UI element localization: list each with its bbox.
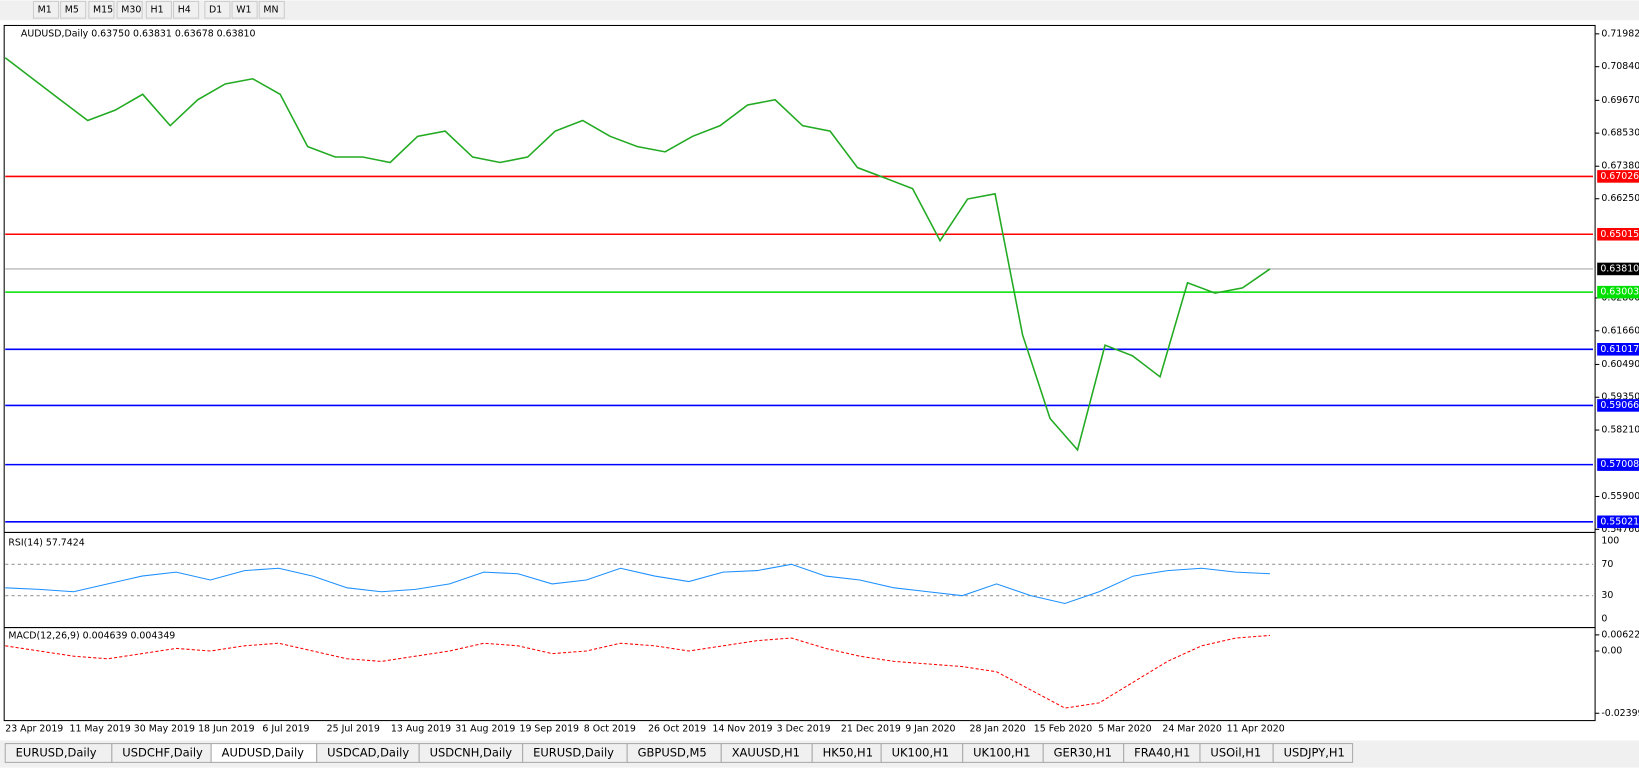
timeframe-label[interactable]: M1: [38, 4, 52, 15]
date-label: 9 Jan 2020: [905, 723, 955, 734]
date-label: 18 Jun 2019: [198, 723, 255, 734]
rsi-tick-label: 30: [1601, 590, 1613, 601]
level-label-box: [1597, 343, 1639, 356]
date-label: 28 Jan 2020: [969, 723, 1025, 734]
timeframe-button[interactable]: [204, 0, 231, 19]
level-label: 0.61017: [1600, 344, 1639, 355]
date-label: 3 Dec 2019: [777, 723, 831, 734]
date-label: 31 Aug 2019: [455, 723, 515, 734]
current-price-box: [1597, 262, 1639, 276]
macd-signal: [5, 634, 1271, 709]
date-label: 8 Oct 2019: [584, 723, 636, 734]
date-label: 5 Mar 2020: [1098, 723, 1152, 734]
chart-header: AUDUSD,Daily 0.63750 0.63831 0.63678 0.6…: [21, 28, 256, 39]
macd-tick-label: -0.02399: [1601, 708, 1639, 719]
y-tick-label: 0.68530: [1601, 128, 1639, 139]
tab-label[interactable]: USDCNH,Daily: [430, 745, 513, 759]
y-tick-label: 0.59350: [1601, 392, 1639, 403]
date-label: 24 Mar 2020: [1162, 723, 1222, 734]
rsi-tick-label: 100: [1601, 535, 1619, 546]
y-tick-label: 0.61660: [1601, 325, 1639, 336]
level-label: 0.67026: [1600, 171, 1639, 182]
tab-label[interactable]: XAUUSD,H1: [732, 745, 800, 759]
tab-label[interactable]: AUDUSD,Daily: [222, 745, 305, 759]
tab[interactable]: [1272, 743, 1354, 763]
y-tick-label: 0.70840: [1601, 61, 1639, 72]
date-label: 21 Dec 2019: [841, 723, 901, 734]
tab-label[interactable]: HK50,H1: [823, 745, 873, 759]
level-label-box: [1597, 515, 1639, 529]
tab-label[interactable]: UK100,H1: [973, 745, 1030, 759]
y-tick-label: 0.60490: [1601, 359, 1639, 370]
price-line: [4, 57, 1271, 452]
date-label: 13 Aug 2019: [391, 723, 451, 734]
y-tick-label: 0.67380: [1601, 161, 1639, 172]
tab-label[interactable]: USDCHF,Daily: [122, 745, 203, 759]
chart-frame: [3, 24, 1596, 722]
timeframe-button[interactable]: [231, 0, 258, 19]
toolbar: [0, 0, 1639, 21]
tab-label[interactable]: EURUSD,Daily: [16, 745, 97, 759]
rsi-line: [5, 563, 1271, 605]
date-label: 25 Jul 2019: [327, 723, 380, 734]
level-label: 0.57008: [1600, 459, 1639, 470]
level-label-box: [1597, 285, 1639, 299]
level-label-box: [1597, 458, 1639, 471]
macd-tick-label: 0.00: [1601, 646, 1622, 657]
timeframe-button[interactable]: [258, 0, 285, 19]
timeframe-button[interactable]: [88, 0, 115, 19]
tab-label[interactable]: EURUSD,Daily: [533, 745, 614, 759]
y-tick-label: 0.54760: [1601, 524, 1639, 535]
timeframe-label[interactable]: M30: [121, 4, 141, 15]
macd-tick-label: 0.00622: [1601, 629, 1639, 640]
level-label: 0.55021: [1600, 516, 1639, 527]
date-label: 14 Nov 2019: [712, 723, 772, 734]
level-label-box: [1597, 170, 1639, 183]
tab-label[interactable]: GBPUSD,M5: [638, 745, 707, 759]
rsi-header: RSI(14) 57.7424: [8, 537, 84, 548]
date-label: 11 Apr 2020: [1227, 723, 1285, 734]
y-tick-label: 0.66250: [1601, 193, 1639, 204]
y-tick-label: 0.58210: [1601, 425, 1639, 436]
date-label: 19 Sep 2019: [520, 723, 580, 734]
tab-label[interactable]: GER30,H1: [1054, 745, 1112, 759]
date-label: 11 May 2019: [70, 723, 131, 734]
date-label: 23 Apr 2019: [5, 723, 63, 734]
timeframe-label[interactable]: MN: [263, 4, 278, 15]
current-price-label: 0.63810: [1600, 263, 1639, 274]
tab-label[interactable]: USDCAD,Daily: [327, 745, 409, 759]
tab-label[interactable]: UK100,H1: [892, 745, 949, 759]
tab-label[interactable]: FRA40,H1: [1134, 745, 1190, 759]
timeframe-label[interactable]: H4: [178, 4, 191, 15]
macd-header: MACD(12,26,9) 0.004639 0.004349: [8, 630, 175, 641]
y-tick-label: 0.69670: [1601, 95, 1639, 106]
date-label: 15 Feb 2020: [1034, 723, 1092, 734]
timeframe-button[interactable]: [116, 0, 143, 19]
y-tick-label: 0.55900: [1601, 491, 1639, 502]
date-label: 30 May 2019: [134, 723, 195, 734]
timeframe-button[interactable]: [172, 0, 200, 19]
timeframe-button[interactable]: [60, 0, 87, 19]
rsi-tick-label: 0: [1601, 614, 1607, 625]
level-label: 0.59066: [1600, 400, 1639, 411]
level-label: 0.63003: [1600, 287, 1639, 298]
timeframe-label[interactable]: D1: [209, 4, 222, 15]
timeframe-label[interactable]: W1: [236, 4, 251, 15]
timeframe-label[interactable]: H1: [151, 4, 164, 15]
level-label-box: [1597, 399, 1639, 412]
tab-label[interactable]: USDJPY,H1: [1284, 745, 1345, 759]
level-label-box: [1597, 227, 1639, 241]
rsi-tick-label: 70: [1601, 559, 1613, 570]
timeframe-label[interactable]: M5: [65, 4, 79, 15]
date-label: 6 Jul 2019: [262, 723, 309, 734]
tab-label[interactable]: USOil,H1: [1210, 745, 1261, 759]
y-tick-label: 0.71982: [1601, 28, 1639, 39]
level-label: 0.65015: [1600, 229, 1639, 240]
timeframe-button[interactable]: [32, 0, 60, 19]
date-label: 26 Oct 2019: [648, 723, 706, 734]
timeframe-label[interactable]: M15: [93, 4, 113, 15]
timeframe-button[interactable]: [145, 0, 172, 19]
